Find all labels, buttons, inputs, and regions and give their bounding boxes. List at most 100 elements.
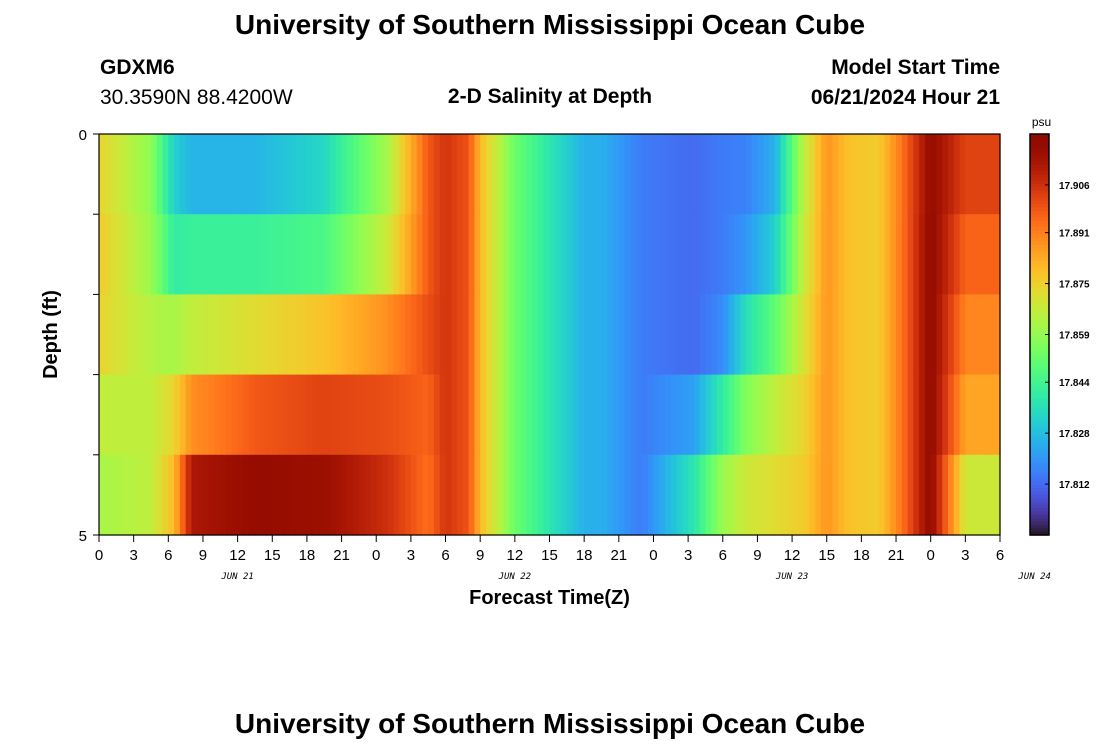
heatmap-cell <box>410 454 418 536</box>
heatmap-cell <box>133 374 141 456</box>
heatmap-cell <box>104 134 112 215</box>
heatmap-cell <box>387 214 395 295</box>
heatmap-cell <box>364 134 372 215</box>
heatmap-cell <box>844 374 851 456</box>
heatmap-cell <box>867 454 874 536</box>
heatmap-cell <box>561 134 568 215</box>
heatmap-cell <box>197 374 204 456</box>
heatmap-cell <box>838 454 845 536</box>
heatmap-cell <box>283 294 291 376</box>
heatmap-cell <box>607 294 614 376</box>
heatmap-cell <box>387 294 395 376</box>
heatmap-cell <box>711 214 718 295</box>
heatmap-cell <box>653 374 660 456</box>
heatmap-cell <box>283 454 291 536</box>
heatmap-cell <box>127 134 135 215</box>
heatmap-cell <box>410 374 418 456</box>
heatmap-cell <box>364 374 372 456</box>
colorbar-segment <box>1030 234 1049 239</box>
heatmap-cell <box>243 374 250 456</box>
heatmap-cell <box>330 454 337 536</box>
heatmap-cell <box>705 374 712 456</box>
heatmap-cell <box>763 374 770 456</box>
heatmap-cell <box>786 134 793 215</box>
colorbar-segment <box>1030 230 1049 235</box>
heatmap-cell <box>820 454 828 536</box>
colorbar-segment <box>1030 200 1049 205</box>
colorbar-segment <box>1030 371 1049 376</box>
x-tick-label: 9 <box>476 547 484 564</box>
heatmap-cell <box>809 454 816 536</box>
heatmap-cell <box>601 214 608 295</box>
colorbar-segment <box>1030 511 1049 516</box>
heatmap-cell <box>872 454 880 536</box>
colorbar-segment <box>1030 474 1049 479</box>
heatmap-cell <box>786 214 793 295</box>
heatmap-cell <box>855 374 862 456</box>
heatmap-cell <box>803 214 811 295</box>
heatmap-cell <box>994 454 1001 536</box>
heatmap-cell <box>266 374 273 456</box>
heatmap-cell <box>330 134 337 215</box>
colorbar-segment <box>1030 287 1049 292</box>
colorbar-segment <box>1030 190 1049 195</box>
heatmap-cell <box>220 454 227 536</box>
heatmap-cell <box>953 374 961 456</box>
heatmap-cell <box>399 454 406 536</box>
colorbar-segment <box>1030 237 1049 242</box>
colorbar-segment <box>1030 147 1049 152</box>
heatmap-cell <box>561 454 568 536</box>
heatmap-cell <box>745 374 753 456</box>
heatmap-cell <box>422 294 429 376</box>
heatmap-cell <box>497 294 504 376</box>
x-tick-label: 3 <box>684 547 692 564</box>
heatmap-cell <box>745 214 753 295</box>
heatmap-cell <box>803 134 811 215</box>
heatmap-cell <box>878 454 886 536</box>
heatmap-cell <box>243 454 250 536</box>
heatmap-cell <box>659 454 666 536</box>
heatmap-cell <box>901 374 909 456</box>
heatmap-cell <box>347 454 354 536</box>
heatmap-cell <box>405 134 412 215</box>
heatmap-cell <box>768 134 776 215</box>
heatmap-cell <box>468 454 476 536</box>
heatmap-cell <box>110 214 117 295</box>
heatmap-cell <box>786 374 793 456</box>
heatmap-cell <box>994 214 1001 295</box>
heatmap-cell <box>584 214 591 295</box>
heatmap-cell <box>208 214 216 295</box>
heatmap-cell <box>844 134 851 215</box>
heatmap-cell <box>393 294 400 376</box>
heatmap-cell <box>468 134 476 215</box>
x-tick-label: 15 <box>264 547 281 564</box>
heatmap-cell <box>595 374 603 456</box>
heatmap-cell <box>370 374 377 456</box>
heatmap-cell <box>231 214 239 295</box>
heatmap-cell <box>607 214 614 295</box>
heatmap-cell <box>630 374 637 456</box>
heatmap-cell <box>705 134 712 215</box>
heatmap-cell <box>907 454 914 536</box>
heatmap-cell <box>445 454 452 536</box>
heatmap-cell <box>722 374 730 456</box>
heatmap-cell <box>867 134 874 215</box>
y-tick-label: 5 <box>79 528 87 545</box>
heatmap-cell <box>422 454 429 536</box>
x-tick-label: 0 <box>649 547 657 564</box>
heatmap-cell <box>405 294 412 376</box>
heatmap-cell <box>942 214 949 295</box>
heatmap-cell <box>306 134 314 215</box>
colorbar-tick-label: 17.844 <box>1059 378 1090 389</box>
colorbar-segment <box>1030 421 1049 426</box>
heatmap-cell <box>364 454 372 536</box>
heatmap-cell <box>728 374 735 456</box>
heatmap-cell <box>624 374 631 456</box>
heatmap-cell <box>630 294 637 376</box>
heatmap-cell <box>849 454 857 536</box>
heatmap-cell <box>740 214 747 295</box>
heatmap-cell <box>335 294 343 376</box>
model-start-label: Model Start Time <box>831 56 1000 79</box>
heatmap-cell <box>220 134 227 215</box>
heatmap-cell <box>260 134 268 215</box>
